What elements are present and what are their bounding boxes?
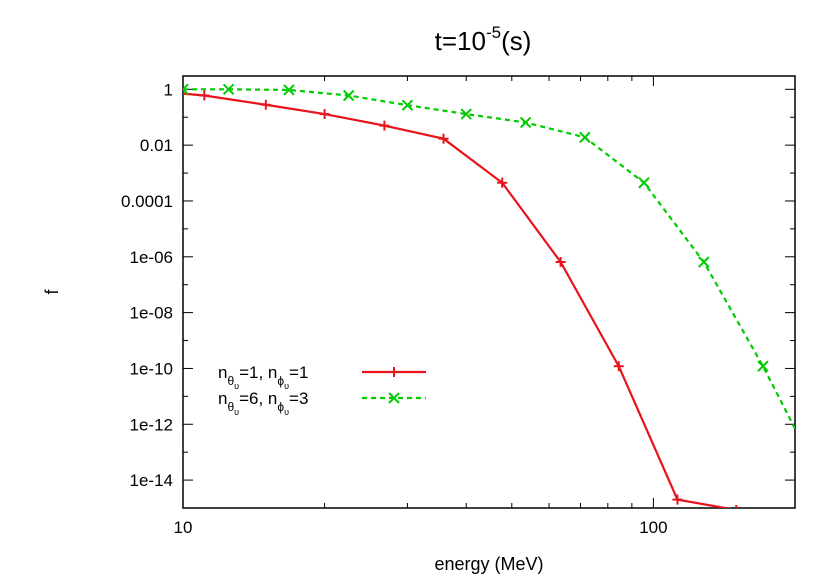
- legend-label-part: υ: [234, 381, 239, 391]
- series-2-point: [638, 177, 650, 189]
- y-tick-label: 0.01: [140, 136, 173, 155]
- series-2-point: [698, 256, 710, 268]
- legend-label-part: =1, n: [239, 363, 277, 382]
- series-2-point: [460, 108, 472, 120]
- legend-label-part: υ: [234, 407, 239, 417]
- y-tick-label: 1e-12: [130, 415, 173, 434]
- y-tick-label: 1e-06: [130, 248, 173, 267]
- y-axis-label: f: [42, 289, 62, 295]
- legend-label-part: ϕ: [277, 400, 284, 414]
- legend-label-1: nθυ=1, nϕυ=1: [218, 363, 308, 391]
- legend-label-part: υ: [284, 407, 289, 417]
- y-tick-label: 1: [164, 80, 173, 99]
- legend-label-part: ϕ: [277, 374, 284, 388]
- y-tick-label: 1e-10: [130, 359, 173, 378]
- series-2-point: [222, 83, 235, 96]
- series-2-point: [183, 87, 189, 96]
- legend-label-part: n: [218, 363, 227, 382]
- legend-label-part: θ: [227, 374, 234, 388]
- series-2-point: [519, 116, 532, 129]
- legend-marker-2: [388, 392, 400, 404]
- series-2-point: [757, 360, 769, 372]
- chart-title-base: t=10: [435, 26, 486, 56]
- series-2-point: [342, 89, 355, 102]
- chart-title: t=10-5(s): [435, 23, 532, 56]
- y-tick-label: 1e-08: [130, 304, 173, 323]
- legend-label-part: =3: [289, 389, 308, 408]
- legend-label-part: υ: [284, 381, 289, 391]
- legend-label-2: nθυ=6, nϕυ=3: [218, 389, 308, 417]
- series-1-line: [183, 92, 732, 508]
- series-2-point: [401, 99, 414, 111]
- x-tick-label: 100: [639, 518, 667, 537]
- legend-label-part: n: [218, 389, 227, 408]
- legend-label-part: =6, n: [239, 389, 277, 408]
- series-2-point: [183, 83, 189, 91]
- chart-title-suffix: (s): [501, 26, 531, 56]
- y-tick-label: 1e-14: [130, 471, 173, 490]
- y-tick-label: 0.0001: [121, 192, 173, 211]
- series-2-point: [283, 84, 295, 96]
- legend-label-part: θ: [227, 400, 234, 414]
- chart-title-exponent: -5: [486, 23, 501, 42]
- series-1: [183, 90, 738, 508]
- series-2-point: [579, 131, 591, 144]
- series-2: [183, 83, 795, 430]
- legend-label-part: =1: [289, 363, 308, 382]
- x-tick-label: 10: [174, 518, 193, 537]
- plot-frame: [182, 75, 796, 509]
- x-axis-label: energy (MeV): [434, 554, 543, 574]
